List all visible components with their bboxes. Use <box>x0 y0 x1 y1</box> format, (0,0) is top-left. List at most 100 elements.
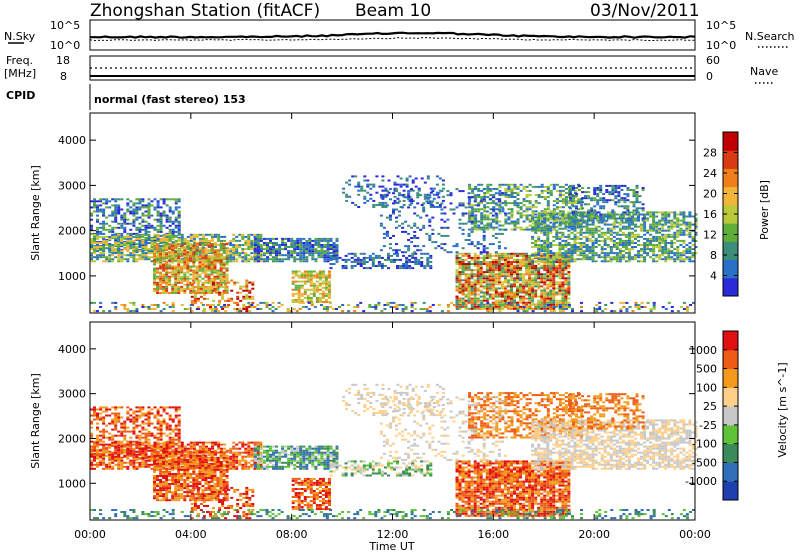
power-cell <box>455 252 459 255</box>
power-cell <box>652 250 656 253</box>
power-cell <box>102 222 106 225</box>
power-cell <box>335 308 338 310</box>
power-cell <box>564 256 568 259</box>
power-cell <box>467 291 471 294</box>
power-cell <box>323 246 327 248</box>
power-cell <box>525 261 529 263</box>
power-cell <box>516 220 520 223</box>
power-cell <box>192 279 196 282</box>
power-cell <box>537 271 541 274</box>
power-cell <box>232 244 236 246</box>
power-cell <box>217 237 221 240</box>
power-cell <box>229 260 233 263</box>
power-cell <box>552 187 556 190</box>
power-cell <box>593 191 597 194</box>
power-cell <box>165 235 169 238</box>
power-cell <box>528 299 532 302</box>
power-cell <box>568 224 571 227</box>
power-cell <box>531 258 535 261</box>
power-cell <box>694 231 698 234</box>
power-cell <box>300 299 304 301</box>
power-cell <box>356 256 360 259</box>
power-cell <box>371 256 375 259</box>
power-cell <box>266 237 269 240</box>
power-cell <box>171 304 175 306</box>
power-cell <box>641 213 645 216</box>
power-cell <box>670 235 674 238</box>
power-cell <box>153 289 156 292</box>
power-cell <box>476 301 480 304</box>
power-cell <box>546 267 550 270</box>
power-cell <box>528 279 532 282</box>
power-cell <box>540 254 544 257</box>
power-cell <box>567 271 571 274</box>
power-cell <box>221 293 225 296</box>
power-cell <box>153 259 156 262</box>
power-cell <box>528 208 532 211</box>
power-cell <box>646 211 650 214</box>
power-cell <box>381 185 385 188</box>
power-cell <box>531 295 535 298</box>
power-cell <box>309 288 313 291</box>
power-cell <box>402 189 406 192</box>
power-cell <box>305 246 309 248</box>
nave-label: Nave <box>750 65 778 78</box>
power-cell <box>207 263 211 266</box>
power-cell <box>120 242 124 244</box>
power-cell <box>537 217 541 220</box>
power-cell <box>582 256 586 259</box>
power-cell <box>383 258 387 261</box>
power-cell <box>579 213 583 216</box>
power-cell <box>192 235 196 238</box>
power-cell <box>568 206 571 209</box>
power-cell <box>500 258 504 261</box>
power-cell <box>596 215 600 218</box>
power-cell <box>552 183 556 186</box>
power-cell <box>537 239 541 242</box>
power-cell <box>213 253 217 256</box>
power-cell <box>497 295 501 298</box>
power-cell <box>114 204 118 207</box>
power-cell <box>485 303 489 306</box>
power-cell <box>174 277 178 280</box>
power-cell <box>587 191 591 194</box>
power-cell <box>564 293 568 296</box>
power-cell <box>96 242 99 244</box>
power-cell <box>235 244 239 246</box>
power-cell <box>534 283 538 286</box>
power-cell <box>661 237 665 240</box>
power-cell <box>159 271 163 274</box>
power-cell <box>464 293 468 296</box>
power-cell <box>458 297 462 300</box>
power-cell <box>455 271 459 274</box>
power-cell <box>600 248 604 251</box>
power-cell <box>676 225 680 228</box>
power-cell <box>432 193 436 196</box>
power-cell <box>117 210 121 213</box>
power-cell <box>99 252 103 255</box>
power-cell <box>225 275 229 278</box>
power-cell <box>501 208 505 211</box>
power-cell <box>225 292 229 294</box>
power-cell <box>256 244 260 246</box>
power-cell <box>637 260 640 263</box>
power-cell <box>652 239 656 242</box>
power-cell <box>153 283 156 286</box>
power-cell <box>256 233 260 236</box>
power-cell <box>241 252 245 255</box>
power-cell <box>608 191 612 194</box>
power-cell <box>216 287 220 290</box>
power-cell <box>561 246 565 248</box>
power-cell <box>213 275 217 278</box>
power-cell <box>177 292 181 294</box>
power-cell <box>507 196 511 198</box>
power-cell <box>483 196 487 198</box>
power-cell <box>608 193 612 196</box>
power-cell <box>603 221 607 224</box>
power-cell <box>578 199 581 202</box>
power-cell <box>596 187 600 189</box>
power-cell <box>359 261 363 263</box>
power-cell <box>186 277 190 280</box>
power-cell <box>661 217 665 220</box>
power-cell <box>156 255 159 258</box>
